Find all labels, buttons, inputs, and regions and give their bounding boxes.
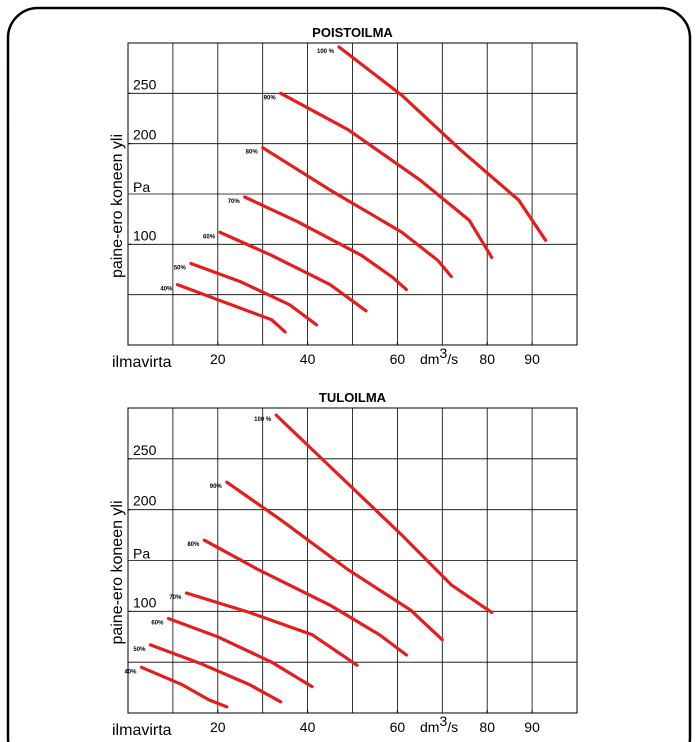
x-unit: dm3/s — [420, 345, 458, 367]
curve — [225, 480, 444, 642]
x-label: ilmavirta — [112, 354, 172, 371]
series-label: 40% — [160, 287, 173, 293]
curve — [184, 591, 359, 667]
x-unit-part: dm — [420, 719, 439, 735]
plot-border — [127, 407, 578, 714]
x-unit-part: /s — [447, 351, 458, 367]
y-unit: Pa — [133, 179, 150, 195]
series-label: 70% — [228, 199, 241, 205]
series-label: 90% — [210, 484, 223, 490]
x-unit-part: /s — [447, 719, 458, 735]
series-label: 50% — [133, 647, 146, 653]
series-label: 80% — [246, 150, 259, 156]
x-tick-label: 40 — [300, 719, 316, 735]
curve — [218, 230, 368, 313]
x-tick-label: 20 — [210, 351, 226, 367]
series-label: 80% — [187, 542, 200, 548]
series-label: 90% — [264, 95, 277, 101]
chart-title: TULOILMA — [319, 390, 387, 405]
x-unit: dm3/s — [420, 713, 458, 735]
x-tick-label: 20 — [210, 719, 226, 735]
series-label: 50% — [174, 265, 187, 271]
x-unit-part: 3 — [439, 713, 447, 729]
curve — [139, 665, 229, 709]
x-unit-part: dm — [420, 351, 439, 367]
x-label: ilmavirta — [112, 722, 172, 739]
y-tick-label: 100 — [133, 594, 157, 610]
curve — [175, 283, 287, 334]
curve — [279, 91, 494, 259]
y-unit: Pa — [133, 546, 150, 562]
series-label: 60% — [151, 620, 164, 626]
curve — [166, 616, 314, 689]
x-tick-label: 60 — [390, 351, 406, 367]
y-tick-label: 250 — [133, 442, 157, 458]
curve — [274, 413, 494, 614]
x-tick-label: 60 — [390, 719, 406, 735]
x-tick-label: 90 — [524, 719, 540, 735]
series-label: 60% — [203, 234, 216, 240]
plot-border — [127, 42, 578, 346]
y-tick-label: 100 — [133, 227, 157, 243]
series-label: 40% — [124, 669, 137, 675]
curve — [261, 146, 453, 279]
x-tick-label: 80 — [479, 351, 495, 367]
y-tick-label: 200 — [133, 127, 157, 143]
y-tick-label: 200 — [133, 493, 157, 509]
x-unit-part: 3 — [439, 345, 447, 361]
x-tick-label: 80 — [479, 719, 495, 735]
y-label: paine-ero koneen yli — [109, 500, 126, 644]
x-tick-label: 40 — [300, 351, 316, 367]
curve — [243, 195, 408, 292]
curve — [148, 643, 283, 704]
x-tick-label: 90 — [524, 351, 540, 367]
y-tick-label: 250 — [133, 76, 157, 92]
series-label: 70% — [169, 595, 182, 601]
frame — [6, 6, 692, 742]
y-label: paine-ero koneen yli — [109, 134, 126, 278]
series-label: 100 % — [254, 417, 272, 423]
chart-title: POISTOILMA — [312, 25, 393, 40]
curve — [189, 261, 319, 327]
series-label: 100 % — [317, 49, 335, 55]
curve — [202, 538, 408, 657]
curve — [337, 45, 548, 242]
